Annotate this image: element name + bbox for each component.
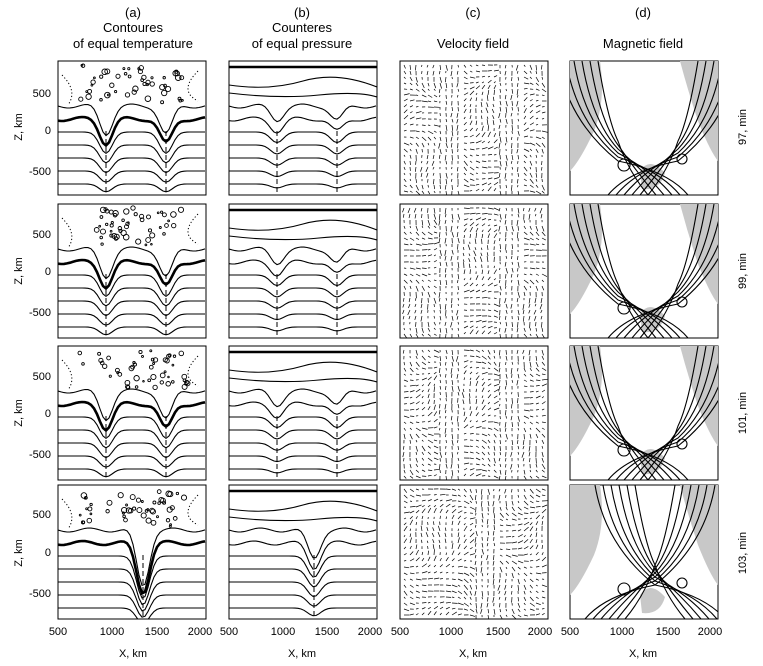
col-a-letter: (a) [125, 5, 141, 20]
x-axis-label-d: X, km [629, 648, 657, 660]
y-tick: 0 [45, 408, 51, 420]
row-time-label-3: 101, min [737, 392, 749, 434]
panel-d-row4 [569, 484, 719, 620]
panel-c-row1 [399, 60, 549, 196]
x-tick: 1000 [610, 626, 634, 638]
panel-a-row1 [57, 60, 207, 196]
y-tick: 0 [45, 266, 51, 278]
x-tick: 1500 [315, 626, 339, 638]
x-axis-label-b: X, km [288, 648, 316, 660]
row-time-label-1: 97, min [737, 109, 749, 145]
y-tick: -500 [29, 588, 51, 600]
y-tick: -500 [29, 166, 51, 178]
panel-c-row3 [399, 345, 549, 481]
x-tick: 500 [391, 626, 409, 638]
y-tick: 500 [33, 509, 51, 521]
y-axis-label-row2: Z, km [13, 257, 25, 285]
panel-b-row3 [228, 345, 378, 481]
column-headers: (a) Contoures of equal temperature (b) C… [73, 5, 683, 51]
x-tick: 500 [220, 626, 238, 638]
x-axis-labels: 500 1000 1500 2000 X, km 500 1000 1500 2… [49, 626, 722, 660]
col-c-title: Velocity field [437, 36, 509, 51]
x-tick: 500 [49, 626, 67, 638]
panel-b-row4 [228, 484, 378, 620]
y-tick: 0 [45, 125, 51, 137]
y-tick: 0 [45, 547, 51, 559]
panel-c-row4 [399, 484, 549, 620]
y-tick-labels: 500 0 -500 500 0 -500 500 0 -500 500 0 -… [29, 88, 51, 600]
col-b-title-1: Counteres [272, 20, 332, 35]
x-tick: 2000 [698, 626, 722, 638]
y-axis-label-row4: Z, km [13, 539, 25, 567]
x-tick: 2000 [528, 626, 552, 638]
y-tick: 500 [33, 371, 51, 383]
panel-a-row4 [57, 484, 207, 620]
y-axis-labels: Z, km Z, km Z, km Z, km [13, 113, 25, 567]
col-d-title: Magnetic field [603, 36, 683, 51]
panel-grid [57, 60, 719, 620]
x-tick: 500 [561, 626, 579, 638]
x-axis-label-c: X, km [459, 648, 487, 660]
y-tick: -500 [29, 307, 51, 319]
panel-b-row1 [228, 60, 378, 196]
x-tick: 1000 [271, 626, 295, 638]
panel-a-row3 [57, 345, 207, 481]
col-c-letter: (c) [465, 5, 480, 20]
row-time-labels: 97, min 99, min 101, min 103, min [737, 109, 749, 574]
x-tick: 1500 [486, 626, 510, 638]
col-b-title-2: of equal pressure [252, 36, 352, 51]
y-axis-label-row3: Z, km [13, 399, 25, 427]
x-tick: 1500 [656, 626, 680, 638]
row-time-label-2: 99, min [737, 253, 749, 289]
panel-a-row2 [57, 203, 207, 339]
panel-d-row2 [569, 203, 719, 339]
y-tick: -500 [29, 449, 51, 461]
x-tick: 1000 [439, 626, 463, 638]
y-tick: 500 [33, 88, 51, 100]
col-d-letter: (d) [635, 5, 651, 20]
panel-d-row1 [569, 60, 719, 196]
y-tick: 500 [33, 229, 51, 241]
col-b-letter: (b) [294, 5, 310, 20]
row-time-label-4: 103, min [737, 532, 749, 574]
panel-d-row3 [569, 345, 719, 481]
col-a-title-2: of equal temperature [73, 36, 193, 51]
panel-b-row2 [228, 203, 378, 339]
x-axis-label-a: X, km [119, 648, 147, 660]
x-tick: 2000 [188, 626, 212, 638]
x-tick: 1500 [145, 626, 169, 638]
x-tick: 2000 [358, 626, 382, 638]
y-axis-label-row1: Z, km [13, 113, 25, 141]
panel-c-row2 [399, 203, 549, 339]
x-tick: 1000 [100, 626, 124, 638]
col-a-title-1: Contoures [103, 20, 163, 35]
